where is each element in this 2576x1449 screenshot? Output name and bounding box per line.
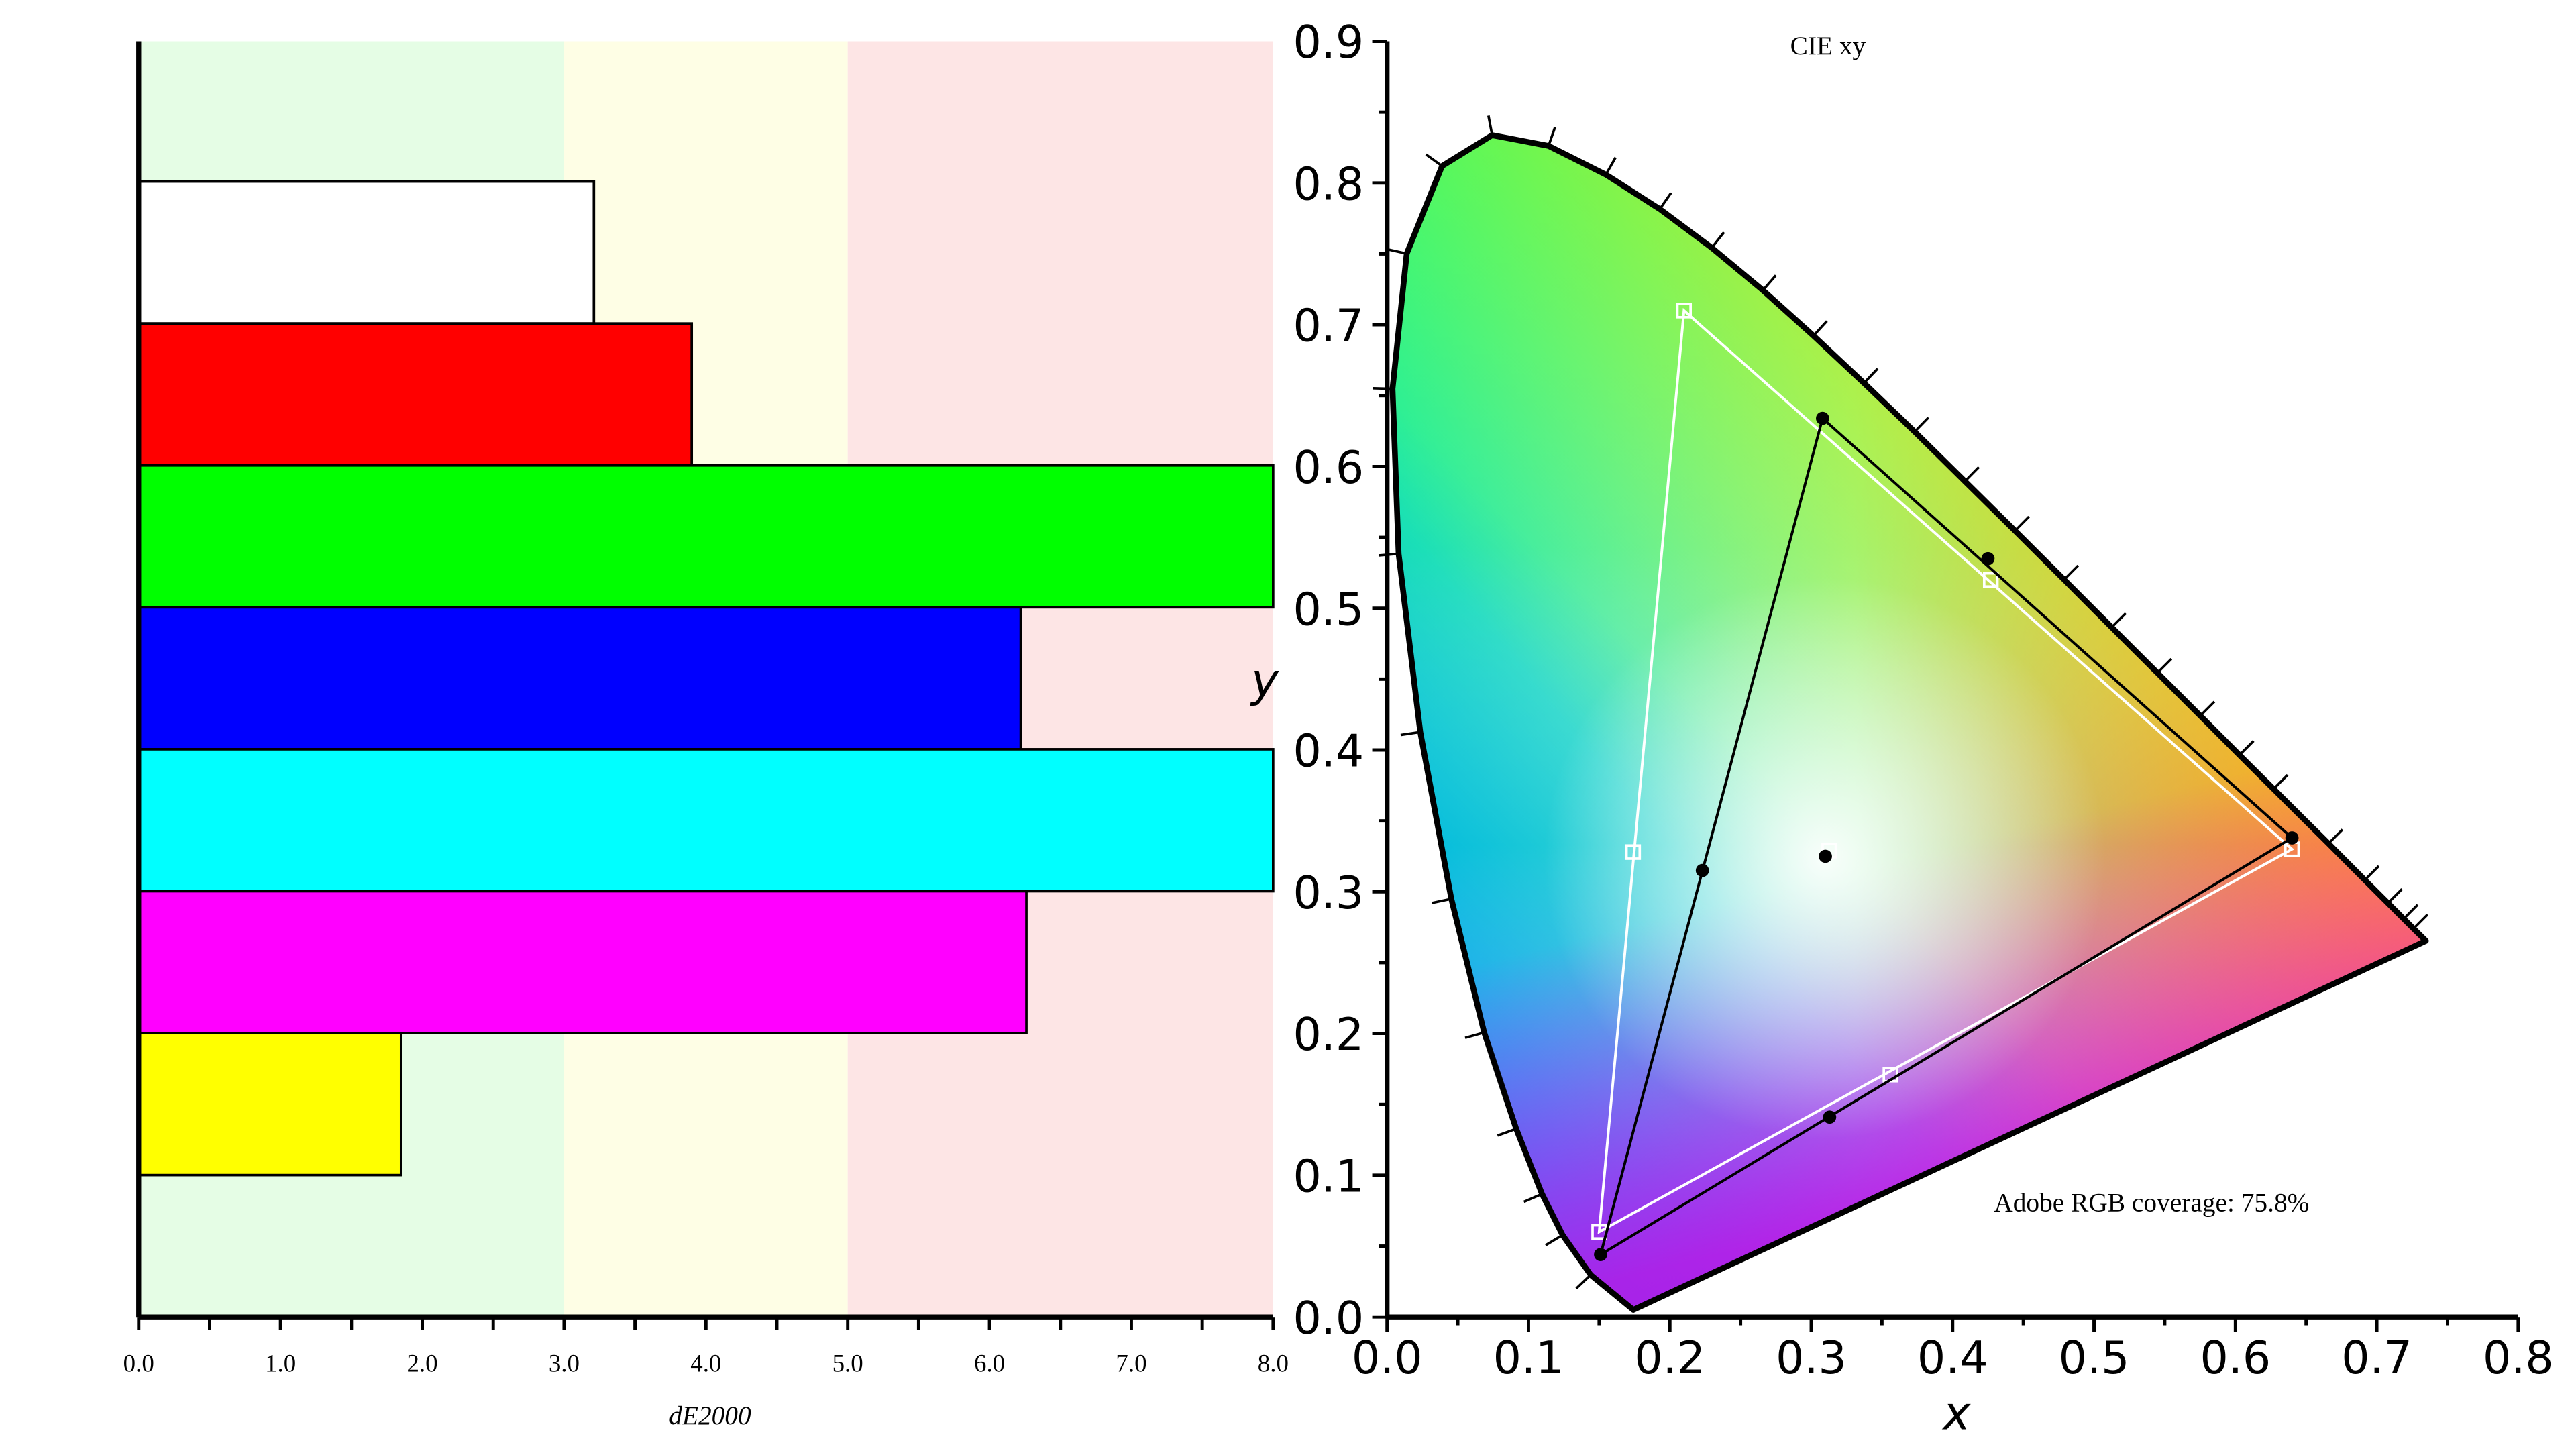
wavelength-tick	[1711, 231, 1725, 249]
bar-red	[137, 322, 694, 467]
reference-point	[1625, 844, 1642, 860]
measured-point	[1823, 1110, 1837, 1124]
x-axis-label: x	[1942, 1387, 1972, 1440]
wavelength-tick	[1658, 192, 1672, 210]
cie-x-tick-label: 0.3	[1776, 1332, 1847, 1384]
wavelength-tick	[2402, 904, 2419, 920]
spectral-locus	[1389, 132, 2429, 1313]
reference-point	[1676, 303, 1692, 319]
bar-yellow	[137, 1032, 402, 1177]
cie-y-tick-label: 0.6	[1293, 441, 1364, 494]
x-tick-label: 3.0	[549, 1349, 580, 1377]
wavelength-tick	[1400, 731, 1421, 737]
wavelength-tick	[1373, 386, 1393, 390]
cie-y-tick-label: 0.3	[1293, 867, 1364, 919]
wavelength-tick	[1863, 368, 1879, 384]
de2000-axis-label: dE2000	[669, 1401, 751, 1430]
wavelength-tick	[1813, 320, 1828, 337]
wavelength-tick	[1487, 115, 1494, 136]
measured-point	[1816, 411, 1829, 425]
cie-title: CIE xy	[1790, 31, 1866, 60]
cie-x-tick-label: 0.6	[2200, 1332, 2271, 1384]
x-tick-label: 8.0	[1258, 1349, 1289, 1377]
gamut-gradient-layer	[1392, 135, 2426, 1310]
cie-x-tick-label: 0.7	[2341, 1332, 2412, 1384]
measured-gamut-triangle	[1598, 415, 2294, 1258]
wavelength-tick	[1425, 153, 1443, 167]
wavelength-tick	[2063, 564, 2080, 581]
wavelength-tick	[2199, 700, 2216, 717]
wavelength-tick	[1497, 1128, 1517, 1137]
cie-y-tick-label: 0.0	[1293, 1292, 1364, 1344]
reference-gamut-triangle	[1597, 307, 2295, 1234]
cie-x-tick-label: 0.0	[1352, 1332, 1423, 1384]
measured-point	[1981, 551, 1995, 566]
cie-y-tick-label: 0.8	[1293, 158, 1364, 210]
x-tick-label: 7.0	[1116, 1349, 1146, 1377]
gamut-fill	[1392, 135, 2426, 1310]
bar-green	[137, 464, 1275, 609]
cie-x-tick-label: 0.8	[2483, 1332, 2554, 1384]
wavelength-tick	[1464, 1031, 1485, 1039]
wavelength-tick	[1544, 1234, 1564, 1246]
wavelength-tick	[1432, 898, 1452, 904]
cie-x-tick-label: 0.1	[1493, 1332, 1564, 1384]
y-axis-label: y	[1250, 654, 1279, 708]
wavelength-tick	[2412, 914, 2429, 930]
cie-y-tick-label: 0.9	[1293, 16, 1364, 68]
x-tick-label: 1.0	[265, 1349, 296, 1377]
wavelength-tick	[1575, 1274, 1592, 1290]
wavelength-tick	[2156, 657, 2173, 674]
cie-xy-chart: 0.0 0.1 0.2 0.3 0.4 0.5 0.6 0.7 0.8 0.9 0.0 0.1 0.2 0…	[1250, 16, 2554, 1440]
x-tick-label: 6.0	[974, 1349, 1005, 1377]
cie-y-tick-label: 0.7	[1293, 300, 1364, 352]
wavelength-tick	[1762, 274, 1777, 291]
reference-point	[1982, 572, 1999, 588]
wavelength-tick	[1523, 1193, 1543, 1203]
measured-point	[2285, 831, 2299, 845]
cie-y-tick-label: 0.4	[1293, 725, 1364, 777]
wavelength-tick	[2363, 865, 2380, 881]
x-tick-label: 4.0	[690, 1349, 721, 1377]
cie-x-tick-label: 0.5	[2059, 1332, 2130, 1384]
coverage-annotation: Adobe RGB coverage: 75.8%	[1994, 1188, 2309, 1218]
wavelength-tick	[1387, 248, 1407, 255]
x-tick-label: 5.0	[833, 1349, 863, 1377]
x-tick-label: 0.0	[123, 1349, 154, 1377]
cie-x-tick-label: 0.2	[1634, 1332, 1705, 1384]
bar-blue	[137, 606, 1022, 751]
cie-y-tick-label: 0.5	[1293, 583, 1364, 635]
wavelength-tick	[1547, 126, 1556, 147]
wavelength-tick	[1964, 466, 1980, 482]
bar-magenta	[137, 890, 1028, 1034]
wavelength-tick	[1605, 156, 1617, 176]
cie-y-tick-label: 0.2	[1293, 1008, 1364, 1061]
bar-cyan	[137, 748, 1275, 893]
x-tick-label: 2.0	[407, 1349, 437, 1377]
bar-white	[137, 180, 596, 325]
wavelength-tick	[1913, 417, 1930, 433]
wavelength-tick	[2110, 612, 2127, 629]
wavelength-tick	[2239, 740, 2255, 756]
wavelength-tick	[2014, 515, 2030, 532]
wavelength-tick	[2387, 888, 2403, 904]
measured-point	[1819, 849, 1832, 863]
measured-point	[1594, 1248, 1607, 1262]
wavelength-tick	[2272, 773, 2289, 790]
wavelength-tick	[2327, 828, 2344, 845]
measured-point	[1695, 863, 1709, 877]
cie-x-tick-label: 0.4	[1917, 1332, 1988, 1384]
cie-y-tick-label: 0.1	[1293, 1150, 1364, 1203]
de2000-bar-chart: 0.0 1.0 2.0 3.0 4.0 5.0 6.0 7.0 8.0	[123, 41, 1289, 1377]
